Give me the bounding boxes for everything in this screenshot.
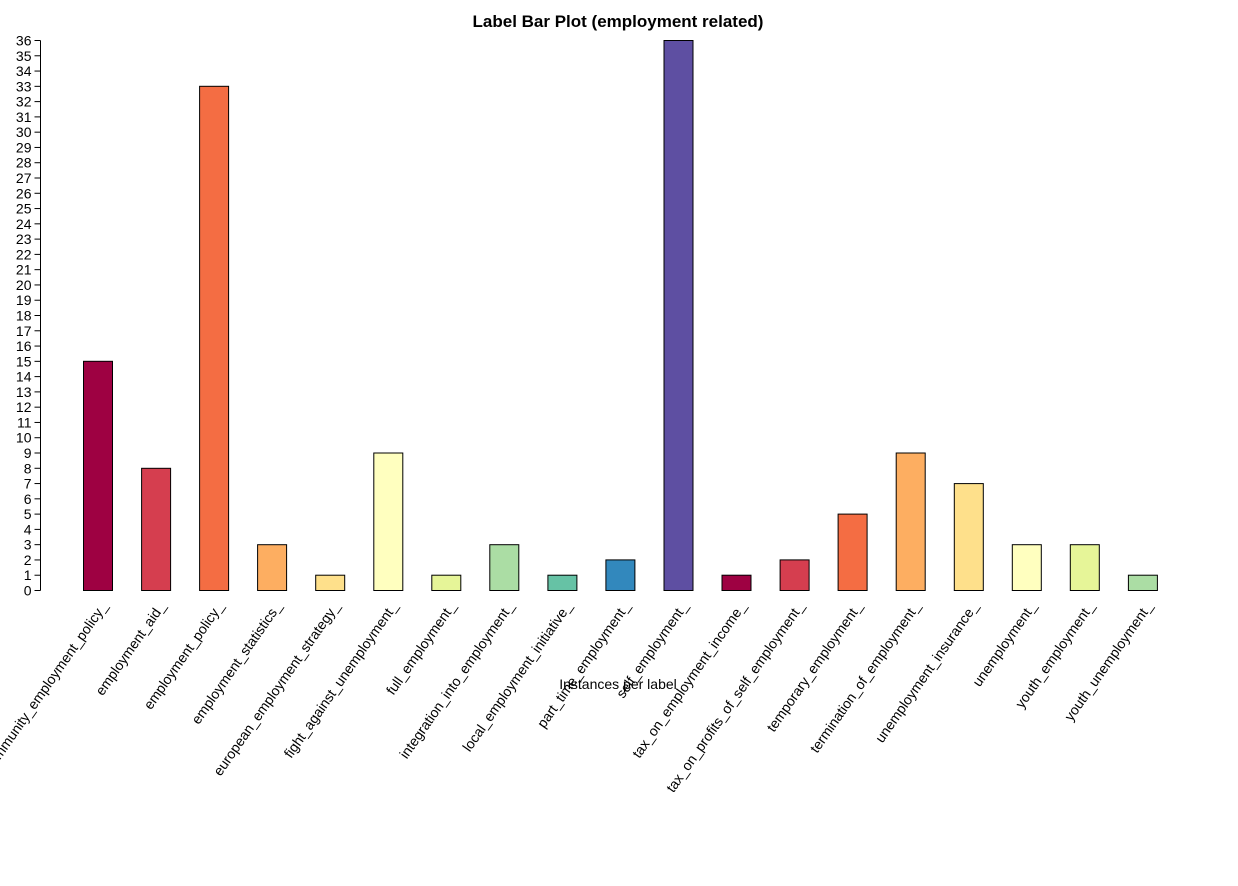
bar [605, 559, 636, 592]
y-tick-label: 18 [16, 308, 32, 324]
y-tick-label: 4 [24, 521, 32, 537]
y-tick-label: 1 [24, 567, 32, 583]
bar [837, 513, 868, 591]
bar [721, 574, 752, 592]
bar [141, 467, 172, 591]
chart-title: Label Bar Plot (employment related) [473, 12, 764, 31]
y-tick-label: 10 [16, 430, 32, 446]
y-tick-label: 9 [24, 445, 32, 461]
y-tick-label: 11 [17, 414, 32, 430]
y-tick-label: 32 [16, 94, 32, 110]
bar [663, 40, 694, 591]
x-tick-label: fight_against_unemployment_ [280, 598, 400, 760]
bars-group [83, 40, 1158, 592]
bar [373, 452, 404, 591]
bar [1011, 544, 1042, 592]
x-tick-label: unemployment_ [969, 598, 1039, 689]
bar [83, 360, 113, 591]
y-tick-label: 34 [16, 63, 32, 79]
y-tick-label: 7 [24, 476, 32, 492]
x-tick-label: european_employment_strategy_ [210, 598, 343, 778]
x-tick-label: unemployment_insurance_ [872, 598, 982, 745]
y-tick-label: 27 [16, 170, 32, 186]
bar [953, 483, 984, 592]
x-tick-label: temporary_employment_ [763, 598, 865, 734]
bar [489, 544, 520, 592]
bar [315, 574, 346, 592]
y-tick-label: 21 [16, 262, 32, 278]
y-tick-label: 35 [16, 48, 32, 64]
y-tick-label: 15 [16, 353, 32, 369]
x-tick-label: local_employment_initiative_ [459, 598, 575, 754]
y-tick-label: 16 [16, 338, 32, 354]
y-tick-label: 17 [16, 323, 32, 339]
x-tick-labels: community_employment_policy_employment_a… [0, 598, 1155, 795]
y-tick-label: 0 [24, 583, 32, 599]
y-tick-label: 33 [16, 78, 32, 94]
y-tick-label: 3 [24, 537, 32, 553]
x-axis-label: Instances per label [559, 676, 677, 692]
y-axis: 0123456789101112131415161718192021222324… [16, 33, 41, 599]
y-tick-label: 31 [16, 109, 32, 125]
y-tick-label: 30 [16, 124, 32, 140]
y-tick-label: 22 [16, 246, 32, 262]
x-tick-label: termination_of_employment_ [806, 598, 923, 755]
y-tick-label: 2 [24, 552, 32, 568]
y-tick-label: 25 [16, 201, 32, 217]
y-tick-label: 28 [16, 155, 32, 171]
bar [779, 559, 810, 592]
x-tick-label: integration_into_employment_ [396, 598, 517, 761]
y-tick-label: 12 [16, 399, 32, 415]
y-tick-label: 5 [24, 506, 32, 522]
y-tick-label: 26 [16, 185, 32, 201]
y-tick-label: 8 [24, 460, 32, 476]
y-tick-label: 29 [16, 139, 32, 155]
y-tick-label: 23 [16, 231, 32, 247]
y-tick-label: 20 [16, 277, 32, 293]
bar [547, 574, 578, 592]
bar [257, 544, 288, 592]
bar [431, 574, 462, 592]
bar [199, 85, 230, 592]
y-tick-label: 24 [16, 216, 32, 232]
y-tick-label: 19 [16, 292, 32, 308]
bar [895, 452, 926, 591]
bar [1069, 544, 1100, 592]
y-tick-label: 6 [24, 491, 32, 507]
y-tick-label: 13 [16, 384, 32, 400]
y-tick-label: 36 [16, 33, 32, 49]
y-tick-label: 14 [16, 369, 32, 385]
bar [1127, 574, 1158, 592]
